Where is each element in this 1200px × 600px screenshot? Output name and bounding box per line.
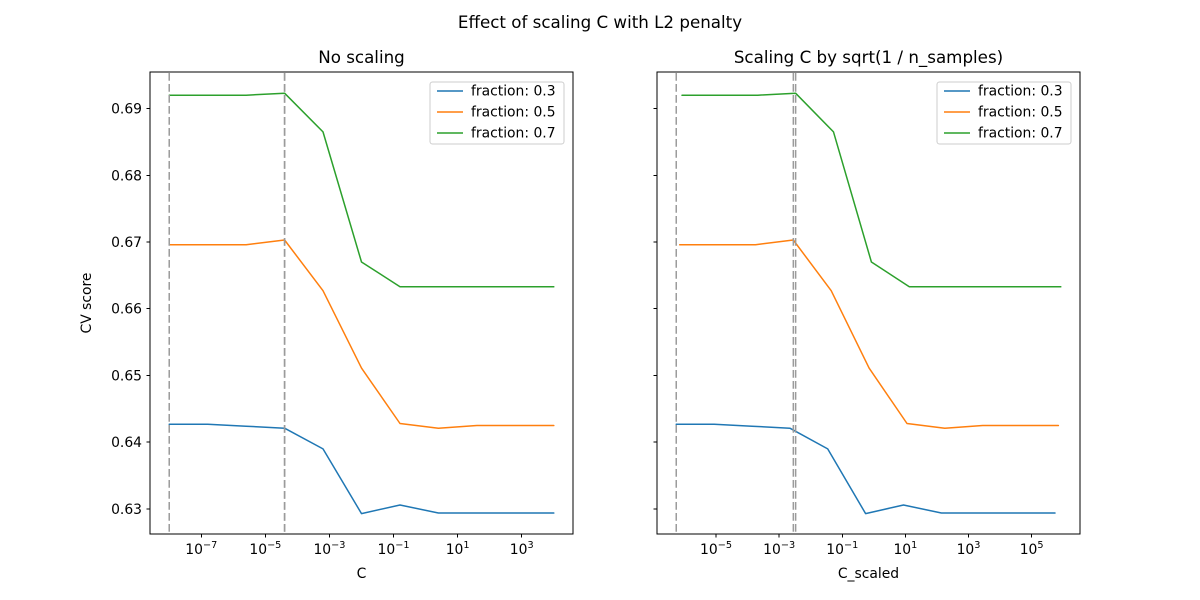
subplot-title: Scaling C by sqrt(1 / n_samples) <box>734 47 1003 68</box>
legend-label: fraction: 0.7 <box>978 126 1063 142</box>
x-tick-label: 10−1 <box>826 540 858 558</box>
legend-label: fraction: 0.5 <box>978 105 1063 121</box>
figure-suptitle: Effect of scaling C with L2 penalty <box>458 12 742 32</box>
x-tick-label: 10−5 <box>700 540 732 558</box>
subplot-no-scaling: No scaling C 10−7 10−5 10−3 10−1 101 103 0.63 0.6… <box>111 47 574 582</box>
subplot-scaled: Scaling C by sqrt(1 / n_samples) C_scaled… <box>653 47 1081 582</box>
legend-label: fraction: 0.3 <box>978 84 1063 100</box>
legend: fraction: 0.3 fraction: 0.5 fraction: 0.7 <box>936 81 1072 145</box>
y-tick-label: 0.65 <box>111 368 142 384</box>
axes-spines <box>149 71 574 535</box>
series-line-0.7 <box>168 92 555 288</box>
x-tick-label: 105 <box>1020 540 1044 558</box>
subplot-title: No scaling <box>318 47 405 67</box>
x-tick-label: 10−3 <box>313 540 345 558</box>
x-tick-label: 103 <box>510 540 534 558</box>
x-tick-label: 101 <box>446 540 470 558</box>
y-tick-label: 0.63 <box>111 502 142 518</box>
y-tick-label: 0.68 <box>111 168 142 184</box>
y-tick-label: 0.69 <box>111 102 142 118</box>
x-tick-label: 101 <box>893 540 917 558</box>
legend-box <box>936 81 1072 145</box>
x-tick-label: 10−7 <box>185 540 217 558</box>
x-axis-label: C <box>357 566 367 582</box>
y-tick-label: 0.66 <box>111 302 142 318</box>
legend-label: fraction: 0.5 <box>471 105 556 121</box>
axes-spines <box>656 71 1081 535</box>
series-line-0.5 <box>168 239 555 429</box>
legend: fraction: 0.3 fraction: 0.5 fraction: 0.7 <box>429 81 565 145</box>
series-line-0.3 <box>675 423 1056 515</box>
series-line-0.3 <box>168 423 555 515</box>
y-tick-label: 0.64 <box>111 435 142 451</box>
x-tick-label: 103 <box>957 540 981 558</box>
x-axis-label: C_scaled <box>838 566 899 582</box>
y-tick-label: 0.67 <box>111 235 142 251</box>
legend-box <box>429 81 565 145</box>
y-axis-label: CV score <box>79 273 95 334</box>
x-tick-label: 10−1 <box>378 540 410 558</box>
x-tick-label: 10−3 <box>763 540 795 558</box>
legend-label: fraction: 0.3 <box>471 84 556 100</box>
legend-label: fraction: 0.7 <box>471 126 556 142</box>
series-line-0.7 <box>681 92 1062 288</box>
x-tick-label: 10−5 <box>249 540 281 558</box>
series-line-0.5 <box>678 239 1060 429</box>
